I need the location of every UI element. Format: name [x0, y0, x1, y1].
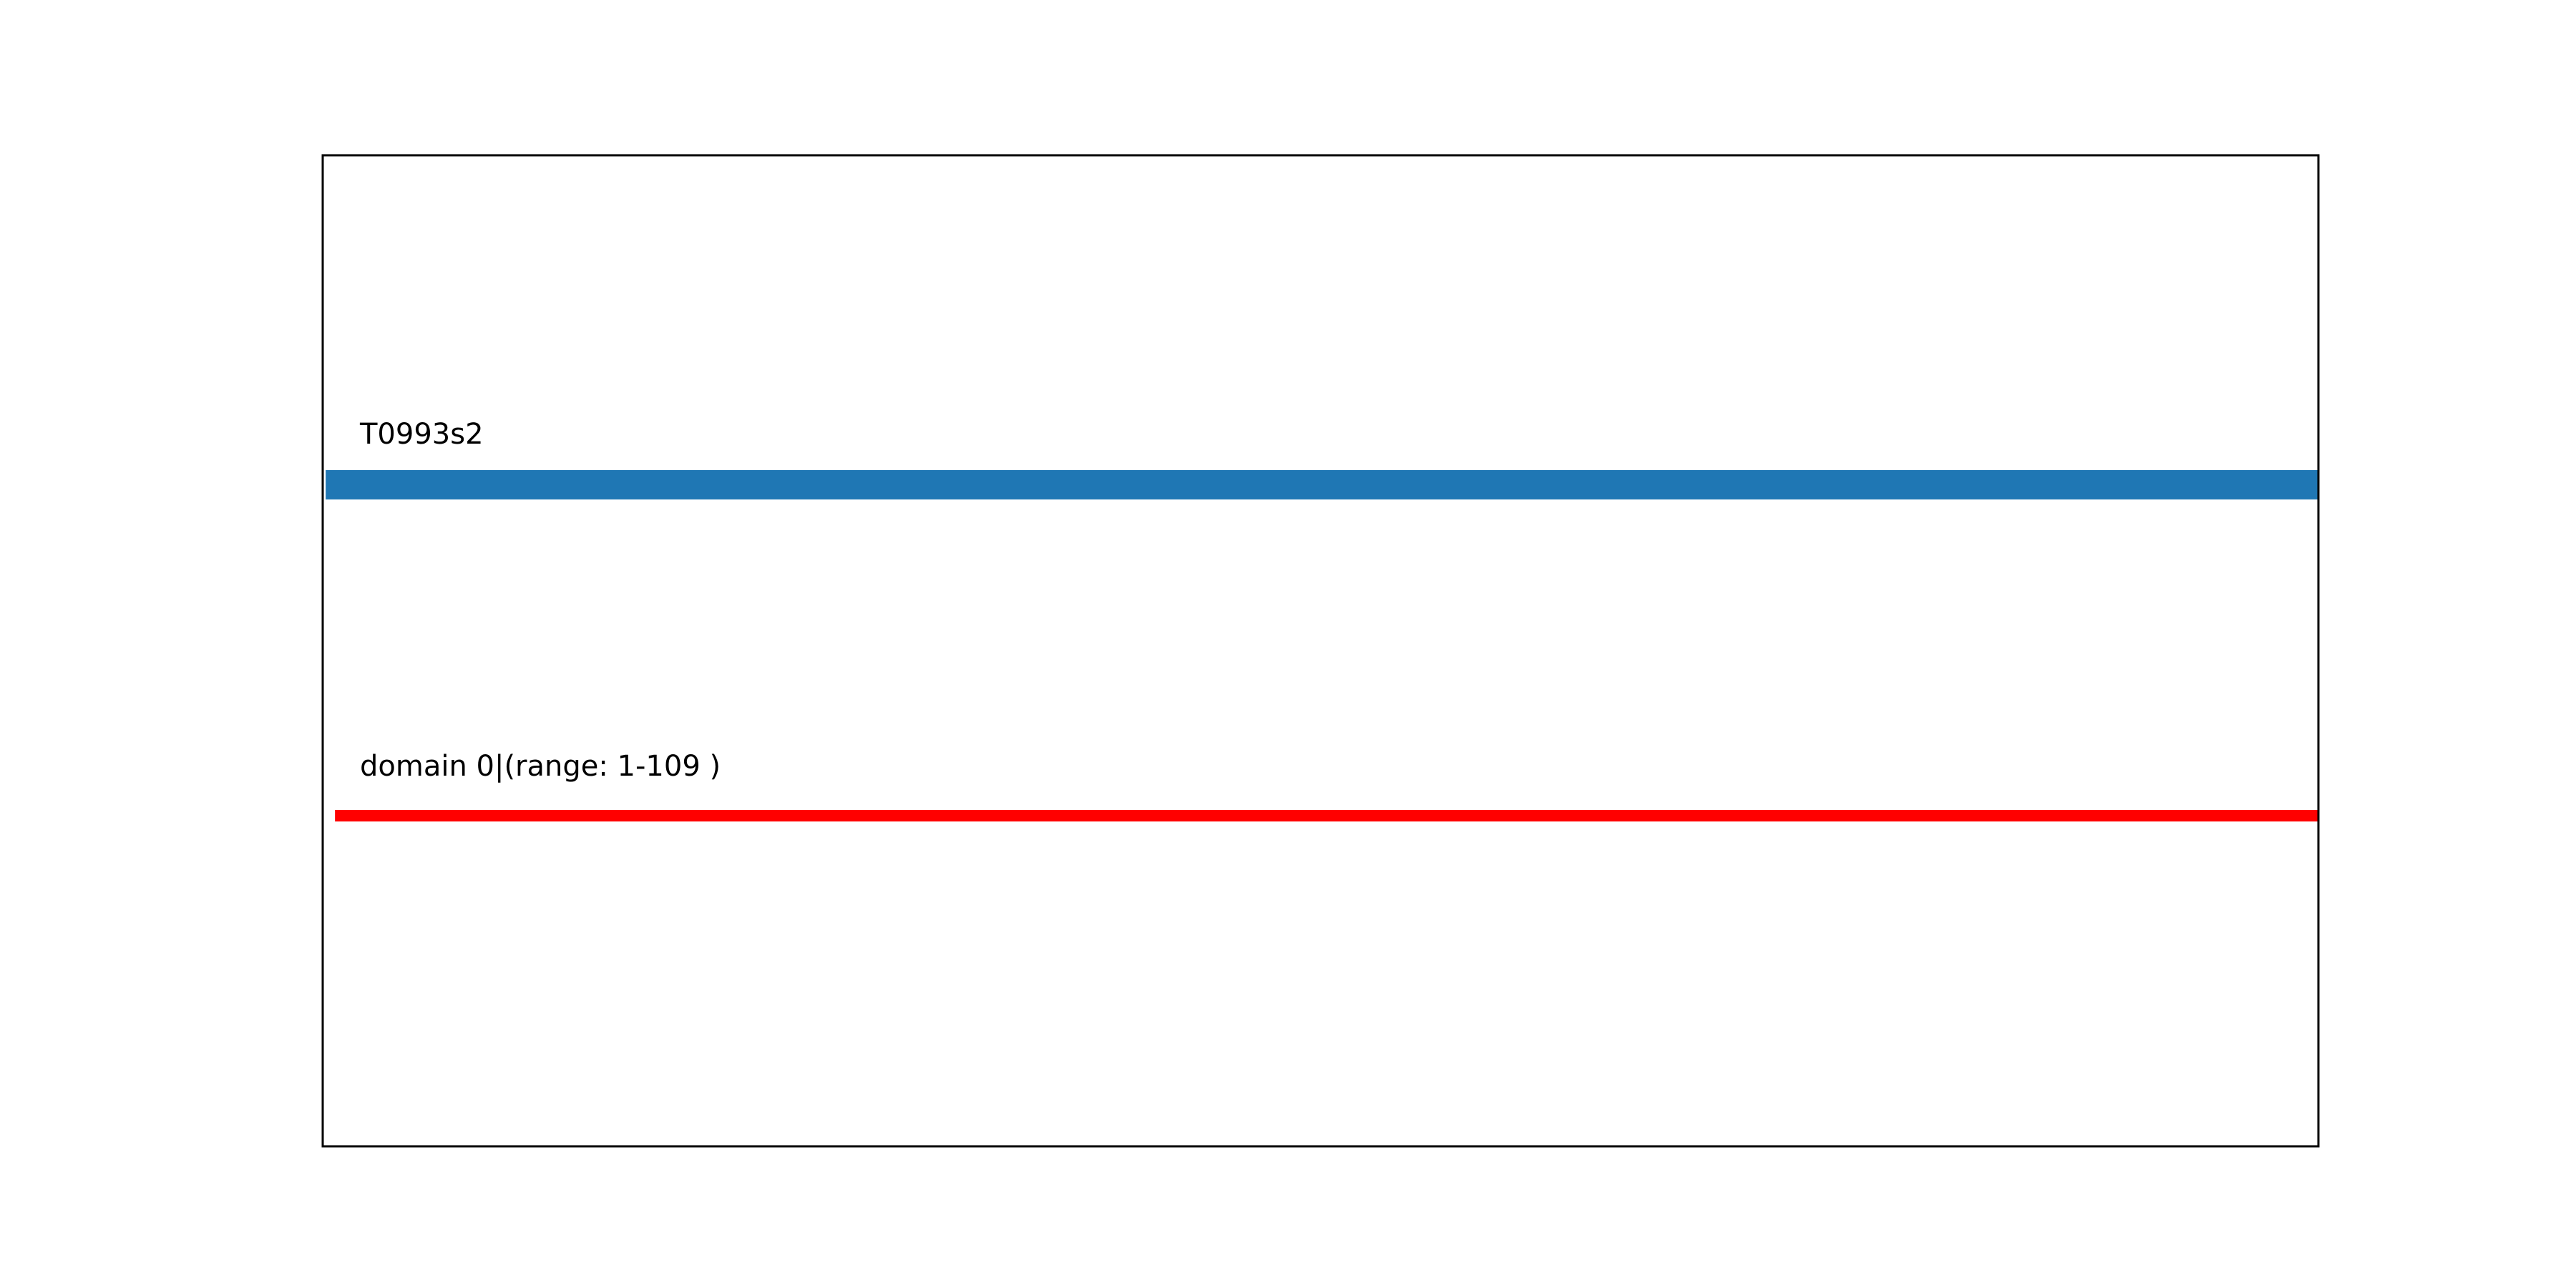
sequence-bar	[326, 470, 2318, 499]
sequence-label: T0993s2	[359, 418, 484, 451]
domain-bar	[335, 810, 2318, 821]
domain-label: domain 0|(range: 1-109 )	[360, 750, 721, 783]
axes-frame	[321, 154, 2320, 1148]
